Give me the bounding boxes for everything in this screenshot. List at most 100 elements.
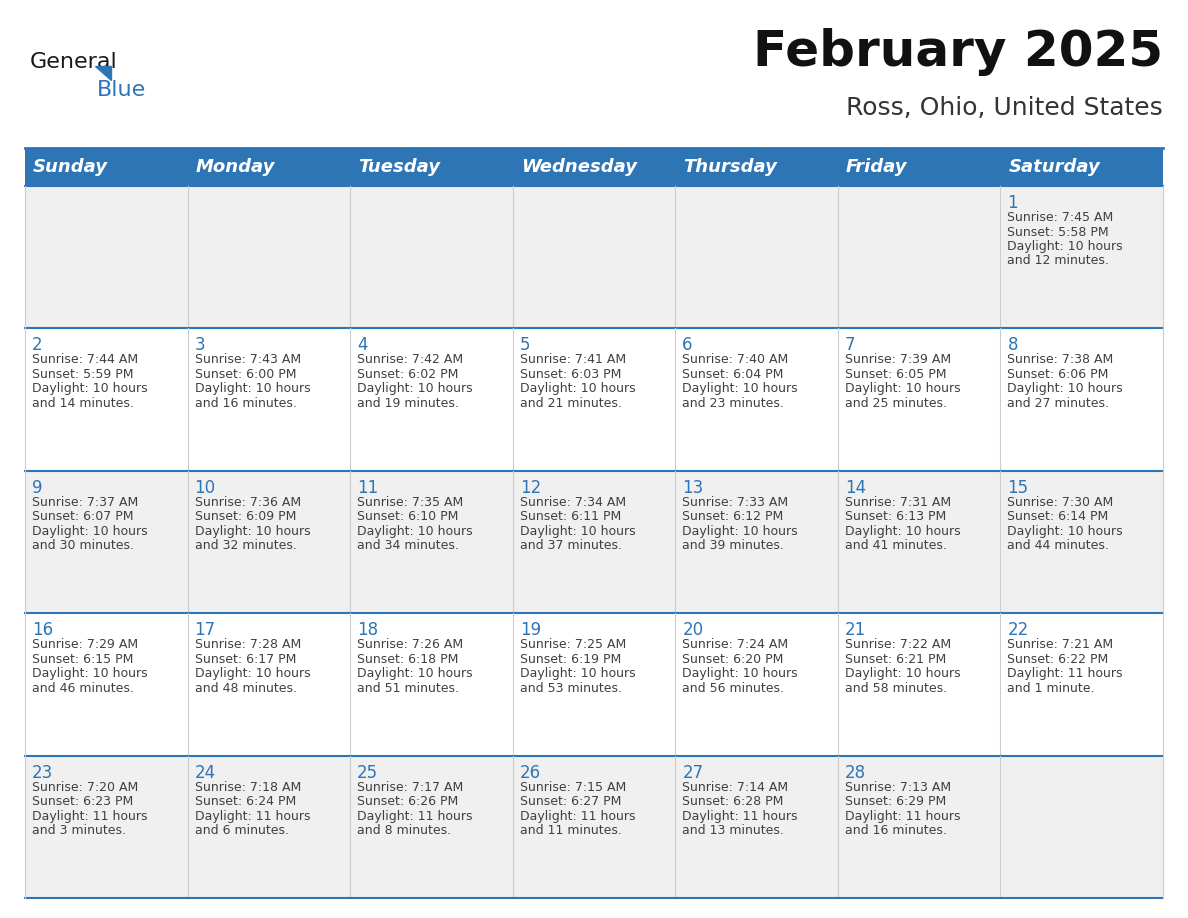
Text: Daylight: 10 hours: Daylight: 10 hours (519, 525, 636, 538)
Text: Sunrise: 7:30 AM: Sunrise: 7:30 AM (1007, 496, 1113, 509)
Text: and 39 minutes.: and 39 minutes. (682, 539, 784, 553)
Text: Daylight: 10 hours: Daylight: 10 hours (195, 525, 310, 538)
Text: Daylight: 11 hours: Daylight: 11 hours (195, 810, 310, 823)
Text: Sunset: 6:05 PM: Sunset: 6:05 PM (845, 368, 947, 381)
Text: Sunrise: 7:36 AM: Sunrise: 7:36 AM (195, 496, 301, 509)
Text: Sunset: 6:26 PM: Sunset: 6:26 PM (358, 795, 459, 808)
Text: 19: 19 (519, 621, 541, 639)
Text: and 25 minutes.: and 25 minutes. (845, 397, 947, 410)
Text: Sunset: 6:29 PM: Sunset: 6:29 PM (845, 795, 946, 808)
Text: Sunrise: 7:42 AM: Sunrise: 7:42 AM (358, 353, 463, 366)
Text: Ross, Ohio, United States: Ross, Ohio, United States (846, 96, 1163, 120)
Text: Daylight: 11 hours: Daylight: 11 hours (682, 810, 798, 823)
Text: Sunset: 6:17 PM: Sunset: 6:17 PM (195, 653, 296, 666)
Text: 24: 24 (195, 764, 216, 781)
Text: Daylight: 10 hours: Daylight: 10 hours (845, 667, 960, 680)
Text: and 14 minutes.: and 14 minutes. (32, 397, 134, 410)
Text: Daylight: 10 hours: Daylight: 10 hours (358, 383, 473, 396)
Text: 5: 5 (519, 336, 530, 354)
Text: Sunset: 6:00 PM: Sunset: 6:00 PM (195, 368, 296, 381)
Text: Sunrise: 7:28 AM: Sunrise: 7:28 AM (195, 638, 301, 651)
Text: and 46 minutes.: and 46 minutes. (32, 682, 134, 695)
Text: Friday: Friday (846, 158, 908, 176)
Text: Sunset: 6:06 PM: Sunset: 6:06 PM (1007, 368, 1108, 381)
Text: and 19 minutes.: and 19 minutes. (358, 397, 459, 410)
Text: and 51 minutes.: and 51 minutes. (358, 682, 459, 695)
Text: Sunrise: 7:26 AM: Sunrise: 7:26 AM (358, 638, 463, 651)
Text: Sunrise: 7:13 AM: Sunrise: 7:13 AM (845, 780, 950, 793)
Bar (25, 329, 1163, 471)
Text: Sunrise: 7:20 AM: Sunrise: 7:20 AM (32, 780, 138, 793)
Text: and 53 minutes.: and 53 minutes. (519, 682, 621, 695)
Text: 3: 3 (195, 336, 206, 354)
Text: February 2025: February 2025 (753, 28, 1163, 76)
Text: and 11 minutes.: and 11 minutes. (519, 824, 621, 837)
Text: and 3 minutes.: and 3 minutes. (32, 824, 126, 837)
Text: 18: 18 (358, 621, 378, 639)
Text: Saturday: Saturday (1009, 158, 1100, 176)
Text: Sunrise: 7:39 AM: Sunrise: 7:39 AM (845, 353, 950, 366)
Text: Sunset: 6:14 PM: Sunset: 6:14 PM (1007, 510, 1108, 523)
Text: Sunrise: 7:17 AM: Sunrise: 7:17 AM (358, 780, 463, 793)
Text: 1: 1 (1007, 194, 1018, 212)
Text: Daylight: 10 hours: Daylight: 10 hours (32, 667, 147, 680)
Text: Sunset: 6:09 PM: Sunset: 6:09 PM (195, 510, 296, 523)
Text: Blue: Blue (97, 80, 146, 100)
Bar (25, 148, 1163, 186)
Text: and 48 minutes.: and 48 minutes. (195, 682, 297, 695)
Text: Sunrise: 7:41 AM: Sunrise: 7:41 AM (519, 353, 626, 366)
Text: Daylight: 10 hours: Daylight: 10 hours (358, 667, 473, 680)
Text: Thursday: Thursday (683, 158, 777, 176)
Text: and 16 minutes.: and 16 minutes. (845, 824, 947, 837)
Text: 14: 14 (845, 479, 866, 497)
Text: 4: 4 (358, 336, 367, 354)
Text: Wednesday: Wednesday (520, 158, 637, 176)
Text: Daylight: 11 hours: Daylight: 11 hours (358, 810, 473, 823)
Text: 11: 11 (358, 479, 379, 497)
Text: Daylight: 11 hours: Daylight: 11 hours (519, 810, 636, 823)
Text: Sunrise: 7:37 AM: Sunrise: 7:37 AM (32, 496, 138, 509)
Text: Sunset: 6:18 PM: Sunset: 6:18 PM (358, 653, 459, 666)
Text: 23: 23 (32, 764, 53, 781)
Text: 20: 20 (682, 621, 703, 639)
Text: Monday: Monday (196, 158, 274, 176)
Text: Daylight: 10 hours: Daylight: 10 hours (195, 383, 310, 396)
Text: Sunset: 5:58 PM: Sunset: 5:58 PM (1007, 226, 1110, 239)
Text: Daylight: 10 hours: Daylight: 10 hours (682, 383, 798, 396)
Text: Sunset: 6:02 PM: Sunset: 6:02 PM (358, 368, 459, 381)
Text: Daylight: 10 hours: Daylight: 10 hours (195, 667, 310, 680)
Text: Daylight: 10 hours: Daylight: 10 hours (845, 383, 960, 396)
Text: 2: 2 (32, 336, 43, 354)
Text: Sunrise: 7:31 AM: Sunrise: 7:31 AM (845, 496, 950, 509)
Text: Daylight: 10 hours: Daylight: 10 hours (682, 667, 798, 680)
Text: 9: 9 (32, 479, 43, 497)
Text: Daylight: 10 hours: Daylight: 10 hours (1007, 240, 1123, 253)
Text: Sunrise: 7:44 AM: Sunrise: 7:44 AM (32, 353, 138, 366)
Text: Sunset: 6:23 PM: Sunset: 6:23 PM (32, 795, 133, 808)
Text: Sunrise: 7:29 AM: Sunrise: 7:29 AM (32, 638, 138, 651)
Text: Sunset: 6:21 PM: Sunset: 6:21 PM (845, 653, 946, 666)
Text: Daylight: 10 hours: Daylight: 10 hours (519, 383, 636, 396)
Text: Sunrise: 7:25 AM: Sunrise: 7:25 AM (519, 638, 626, 651)
Text: 12: 12 (519, 479, 541, 497)
Bar (25, 756, 1163, 898)
Text: and 44 minutes.: and 44 minutes. (1007, 539, 1110, 553)
Text: Sunset: 6:28 PM: Sunset: 6:28 PM (682, 795, 784, 808)
Text: and 56 minutes.: and 56 minutes. (682, 682, 784, 695)
Text: Sunrise: 7:45 AM: Sunrise: 7:45 AM (1007, 211, 1113, 224)
Text: and 1 minute.: and 1 minute. (1007, 682, 1095, 695)
Text: and 30 minutes.: and 30 minutes. (32, 539, 134, 553)
Text: 22: 22 (1007, 621, 1029, 639)
Text: Sunset: 6:15 PM: Sunset: 6:15 PM (32, 653, 133, 666)
Text: General: General (30, 52, 118, 72)
Text: Daylight: 11 hours: Daylight: 11 hours (1007, 667, 1123, 680)
Text: Sunrise: 7:21 AM: Sunrise: 7:21 AM (1007, 638, 1113, 651)
Text: Sunset: 6:03 PM: Sunset: 6:03 PM (519, 368, 621, 381)
Text: 16: 16 (32, 621, 53, 639)
Text: Daylight: 10 hours: Daylight: 10 hours (845, 525, 960, 538)
Text: Daylight: 10 hours: Daylight: 10 hours (519, 667, 636, 680)
Text: Sunrise: 7:22 AM: Sunrise: 7:22 AM (845, 638, 950, 651)
Text: Sunrise: 7:15 AM: Sunrise: 7:15 AM (519, 780, 626, 793)
Text: Sunrise: 7:35 AM: Sunrise: 7:35 AM (358, 496, 463, 509)
Text: Sunrise: 7:34 AM: Sunrise: 7:34 AM (519, 496, 626, 509)
